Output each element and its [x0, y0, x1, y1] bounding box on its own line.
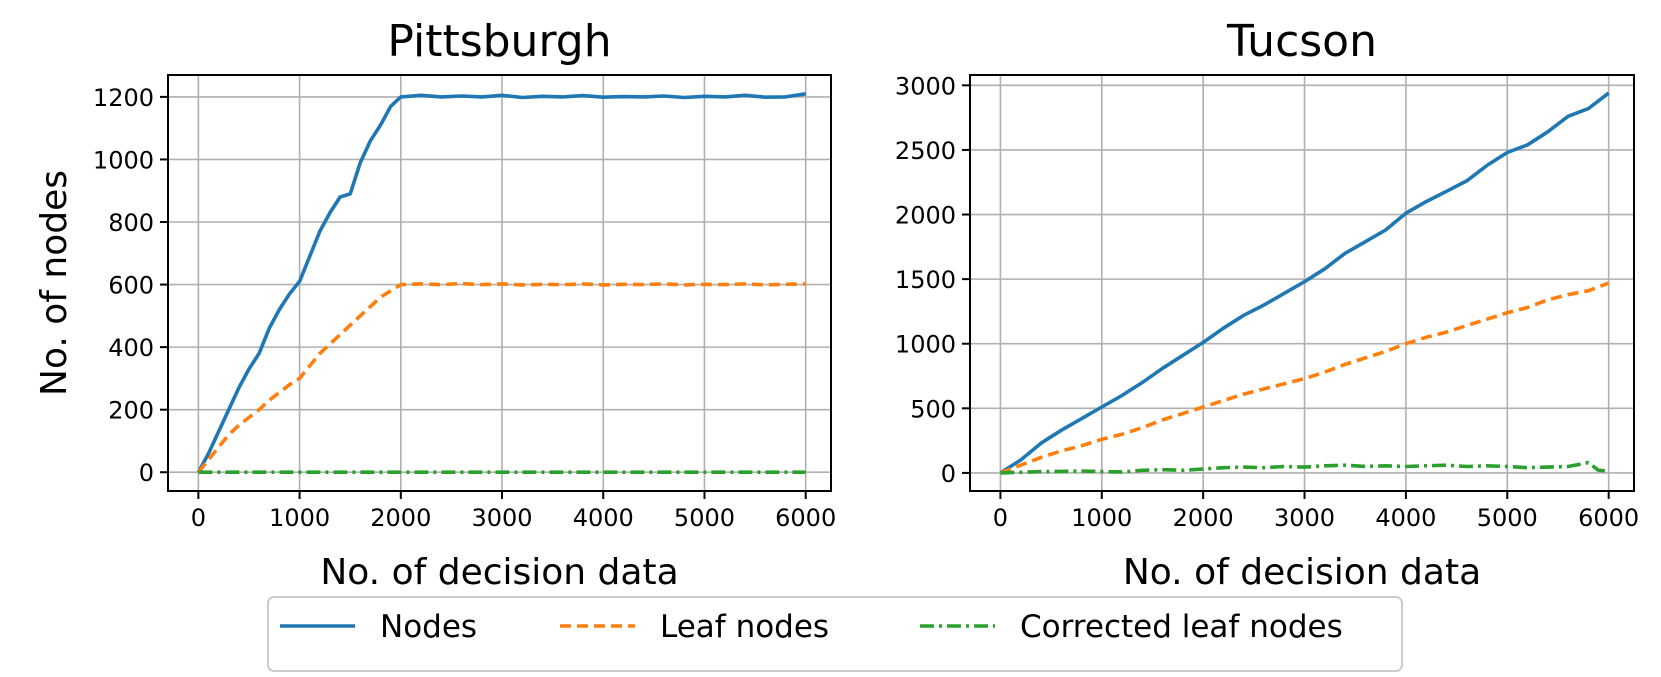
y-tick-label: 3000 [895, 72, 956, 100]
y-tick-label: 500 [910, 395, 956, 423]
panel-1-x-axis-label: No. of decision data [320, 552, 678, 593]
panel-2-axes-frame [969, 74, 1635, 492]
x-tick-label: 6000 [1578, 504, 1639, 532]
x-tick-label: 3000 [1274, 504, 1335, 532]
panel-1-series-leaf-nodes [196, 281, 806, 474]
x-tick-label: 4000 [1375, 504, 1436, 532]
chart-pittsburgh: 0 1000 2000 3000 4000 5000 6000 0 200 400 600 800 10… [34, 16, 836, 593]
x-tick-label: 2000 [370, 504, 431, 532]
x-tick-label: 2000 [1173, 504, 1234, 532]
panel-2-grid [970, 75, 1634, 491]
chart-tucson: 0 1000 2000 3000 4000 5000 6000 0 500 1000 1500 200… [895, 16, 1639, 593]
panel-1-y-axis-label: No. of nodes [34, 170, 75, 396]
y-tick-label: 200 [108, 397, 154, 425]
y-tick-label: 0 [139, 459, 154, 487]
x-tick-label: 1000 [269, 504, 330, 532]
y-tick-label: 400 [108, 334, 154, 362]
x-tick-label: 1000 [1071, 504, 1132, 532]
y-tick-label: 1200 [93, 84, 154, 112]
panel-2-x-axis-label: No. of decision data [1123, 552, 1481, 593]
panel-1-axes-frame [167, 74, 832, 492]
x-tick-label: 0 [993, 504, 1008, 532]
panel-1-title: Pittsburgh [387, 16, 611, 67]
y-tick-label: 2000 [895, 202, 956, 230]
panel-2-series-corrected-leaf-nodes [1000, 460, 1609, 475]
x-tick-label: 3000 [471, 504, 532, 532]
legend: Nodes Leaf nodes Corrected leaf nodes [267, 596, 1403, 672]
x-tick-label: 4000 [573, 504, 634, 532]
x-tick-label: 5000 [1477, 504, 1538, 532]
y-tick-label: 0 [941, 460, 956, 488]
y-tick-label: 1000 [895, 331, 956, 359]
panel-2-series-leaf-nodes [999, 281, 1610, 475]
panel-2-title: Tucson [1226, 16, 1377, 67]
legend-box [267, 596, 1403, 672]
legend-label-nodes: Nodes [380, 609, 477, 645]
y-tick-label: 1000 [93, 146, 154, 174]
legend-label-leaf-nodes: Leaf nodes [660, 609, 829, 645]
legend-label-corrected-leaf-nodes: Corrected leaf nodes [1020, 609, 1343, 645]
x-tick-label: 5000 [674, 504, 735, 532]
panel-2-series-nodes [999, 91, 1610, 475]
x-tick-label: 6000 [775, 504, 836, 532]
y-tick-label: 2500 [895, 137, 956, 165]
x-tick-label: 0 [191, 504, 206, 532]
y-tick-label: 800 [108, 209, 154, 237]
panel-1-series-nodes [196, 92, 806, 474]
y-tick-label: 600 [108, 272, 154, 300]
y-tick-label: 1500 [895, 266, 956, 294]
